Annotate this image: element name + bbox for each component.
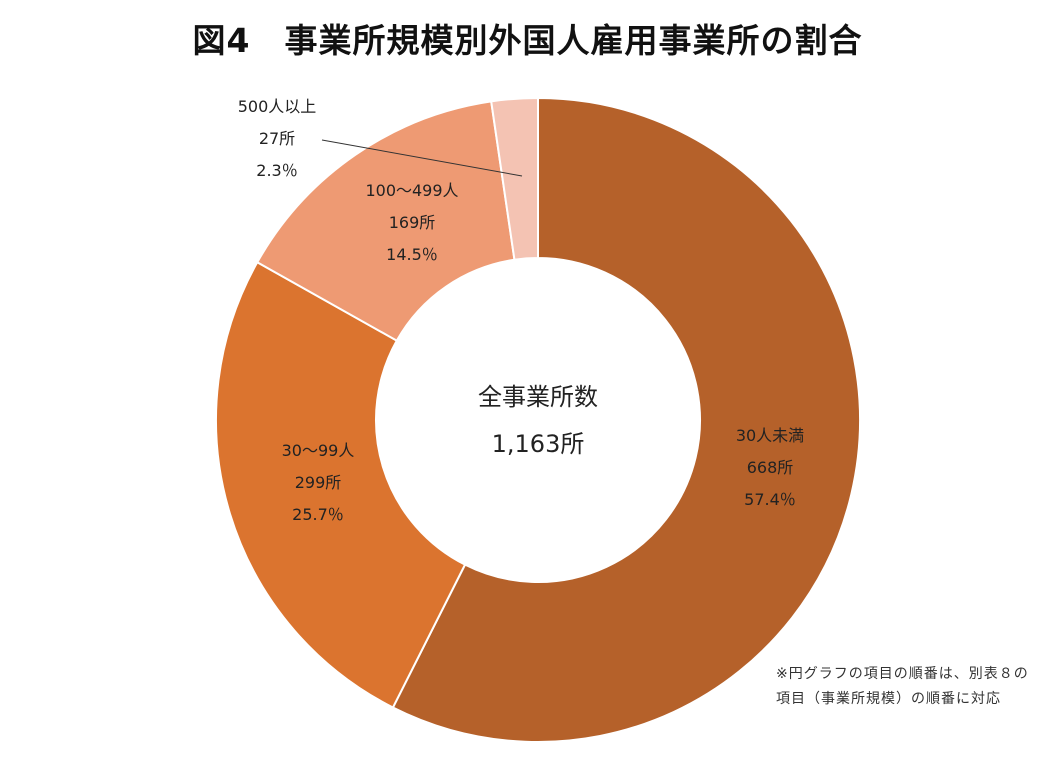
center-total: 1,163所 (492, 430, 585, 458)
label-30-99-count: 299所 (295, 473, 342, 492)
chart-title: 図4 事業所規模別外国人雇用事業所の割合 (192, 21, 863, 60)
slice-30-99 (215, 260, 467, 709)
label-500-plus-percent: 2.3％ (256, 161, 297, 180)
label-100-499-category: 100～499人 (365, 181, 458, 200)
slice-100-499 (255, 100, 516, 343)
label-under-30-percent: 57.4％ (744, 490, 796, 509)
slices-group (215, 96, 861, 743)
label-under-30-count: 668所 (747, 458, 794, 477)
footnote: ※円グラフの項目の順番は、別表８の項目（事業所規模）の順番に対応 (776, 666, 1029, 707)
label-500-plus-category: 500人以上 (238, 97, 317, 116)
label-100-499-count: 169所 (389, 213, 436, 232)
slice-500-plus (490, 96, 539, 261)
label-100-499-percent: 14.5％ (386, 245, 438, 264)
label-30-99-percent: 25.7％ (292, 505, 344, 524)
slice-under-30 (391, 96, 861, 743)
label-500-plus-count: 27所 (259, 129, 295, 148)
label-under-30-category: 30人未満 (736, 426, 804, 445)
labels-group: 30人未満 668所 57.4％ 30～99人 299所 25.7％ 100～499人 169… (238, 97, 804, 524)
label-30-99-category: 30～99人 (282, 441, 355, 460)
leader-line-500 (321, 139, 523, 177)
center-title: 全事業所数 (478, 383, 598, 411)
